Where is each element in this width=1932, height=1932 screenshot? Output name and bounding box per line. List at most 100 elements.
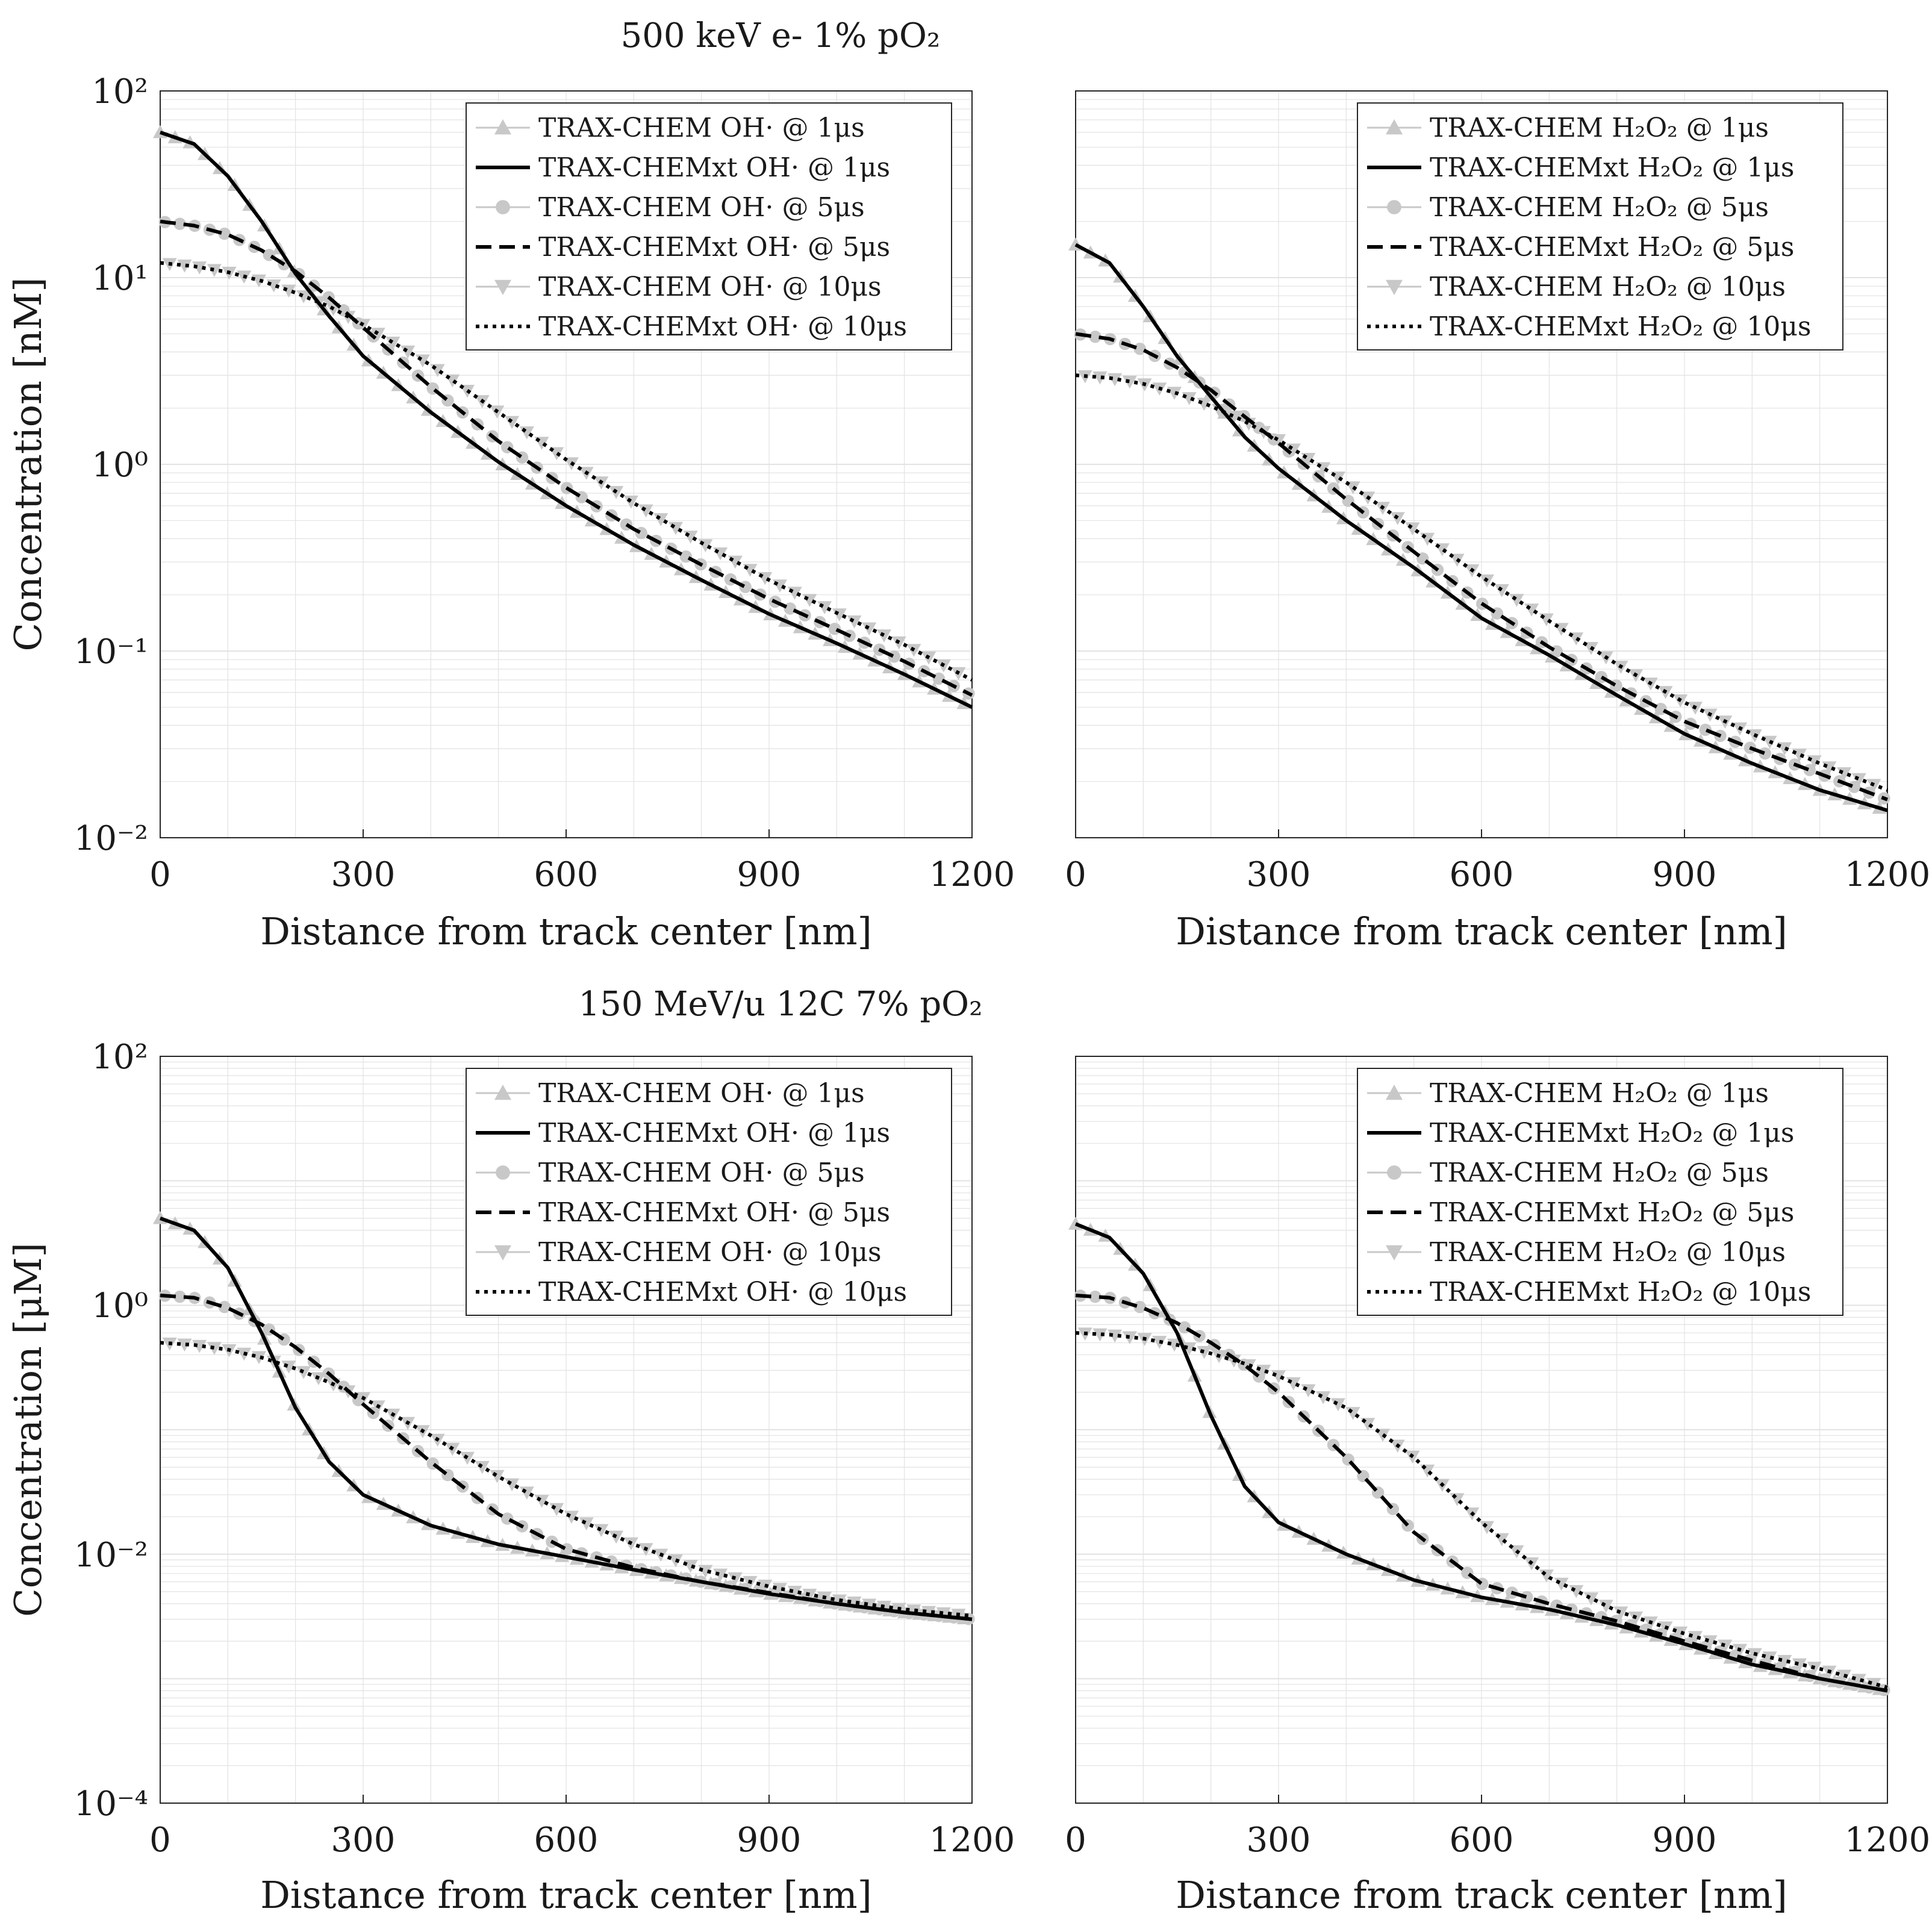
legend-label: TRAX-CHEMxt OH· @ 5μs	[538, 232, 890, 263]
series-group	[1068, 1217, 1890, 1697]
triangle-down-marker	[505, 416, 520, 429]
circle-marker	[932, 672, 946, 685]
x-tick-label: 0	[149, 855, 171, 894]
legend-label: TRAX-CHEMxt OH· @ 5μs	[538, 1197, 890, 1228]
triangle-down-marker	[177, 259, 192, 273]
y-tick-label: 10⁻¹	[74, 632, 148, 672]
circle-marker	[1803, 764, 1816, 776]
row-title-bottom: 150 MeV/u 12C 7% pO₂	[578, 985, 982, 1024]
x-tick-label: 1200	[929, 855, 1015, 894]
series-group	[153, 125, 975, 709]
triangle-down-marker	[921, 1606, 936, 1619]
x-axis-label: Distance from track center [nm]	[1176, 909, 1787, 953]
x-tick-label: 0	[1065, 1821, 1086, 1860]
circle-marker	[173, 1290, 186, 1303]
y-axis-label: Concentration [nM]	[6, 277, 50, 651]
legend-label: TRAX-CHEM OH· @ 5μs	[538, 1158, 865, 1188]
legend-label: TRAX-CHEMxt OH· @ 10μs	[538, 1277, 907, 1307]
legend-label: TRAX-CHEMxt OH· @ 1μs	[538, 1118, 890, 1148]
triangle-down-marker	[623, 495, 638, 509]
legend-label: TRAX-CHEMxt H₂O₂ @ 1μs	[1430, 152, 1794, 183]
series-line-solid	[1074, 1222, 1888, 1693]
circle-marker	[1089, 1290, 1102, 1303]
legend-box	[466, 102, 952, 351]
circle-marker	[496, 200, 510, 214]
x-tick-label: 1200	[1845, 855, 1931, 894]
triangle-down-marker	[177, 1338, 192, 1352]
circle-marker	[560, 1543, 573, 1556]
triangle-down-marker	[668, 522, 683, 535]
triangle-down-marker	[1092, 371, 1108, 385]
x-tick-label: 600	[534, 855, 599, 894]
triangle-down-marker	[1122, 375, 1137, 389]
x-tick-labels: 0 300 600 900 1200	[1065, 1795, 1930, 1860]
triangle-down-marker	[207, 1342, 222, 1355]
x-axis-label: Distance from track center [nm]	[260, 1873, 872, 1917]
series-line-dashed	[160, 1294, 973, 1621]
triangle-down-marker	[475, 1460, 490, 1474]
triangle-down-marker	[1673, 1626, 1688, 1640]
triangle-down-marker	[698, 539, 713, 552]
x-tick-label: 1200	[1845, 1821, 1931, 1860]
x-tick-label: 600	[1450, 1821, 1514, 1860]
triangle-down-marker	[296, 1366, 311, 1379]
x-tick-label: 1200	[929, 1821, 1015, 1860]
triangle-up-marker	[1386, 1085, 1403, 1100]
triangle-down-marker	[1851, 773, 1866, 787]
legend-label: TRAX-CHEMxt H₂O₂ @ 5μs	[1430, 232, 1794, 263]
triangle-down-marker	[519, 1486, 534, 1500]
y-tick-label: 10⁰	[92, 446, 148, 485]
circle-marker	[1521, 1591, 1533, 1604]
x-tick-label: 600	[1450, 855, 1514, 894]
triangle-up-marker	[494, 119, 511, 135]
circle-marker	[1759, 747, 1771, 760]
y-tick-label: 10¹	[92, 259, 148, 298]
series-line-dashed	[1075, 1294, 1888, 1693]
x-tick-label: 300	[331, 855, 396, 894]
legend-label: TRAX-CHEMxt OH· @ 10μs	[538, 311, 907, 342]
legend-label: TRAX-CHEM H₂O₂ @ 10μs	[1430, 1237, 1786, 1268]
legend-label: TRAX-CHEM OH· @ 5μs	[538, 192, 865, 223]
circle-marker	[501, 1512, 514, 1525]
triangle-down-marker	[1092, 1328, 1108, 1342]
triangle-down-marker	[787, 1586, 802, 1599]
legend: TRAX-CHEM H₂O₂ @ 1μs TRAX-CHEMxt H₂O₂ @ 1…	[1357, 1068, 1843, 1316]
triangle-down-marker	[370, 328, 385, 341]
series-group	[1068, 237, 1890, 814]
legend-label: TRAX-CHEMxt H₂O₂ @ 10μs	[1430, 1277, 1811, 1307]
y-tick-label: 10²	[92, 72, 148, 111]
triangle-down-marker	[1450, 1493, 1465, 1507]
triangle-down-marker	[1108, 1329, 1123, 1343]
circle-marker	[218, 227, 231, 240]
legend-label: TRAX-CHEM OH· @ 1μs	[538, 1078, 865, 1109]
triangle-down-marker	[1539, 1569, 1554, 1583]
triangle-down-marker	[609, 1530, 624, 1544]
triangle-down-marker	[1613, 1606, 1628, 1620]
triangle-down-marker	[683, 531, 698, 544]
x-tick-label: 900	[1653, 855, 1717, 894]
triangle-down-marker	[460, 1451, 475, 1465]
x-tick-label: 300	[1247, 855, 1311, 894]
circle-marker	[1089, 330, 1102, 343]
row-title-top: 500 keV e- 1% pO₂	[621, 16, 941, 55]
legend-box	[1357, 1068, 1843, 1316]
legend: TRAX-CHEM H₂O₂ @ 1μs TRAX-CHEMxt H₂O₂ @ 1…	[1357, 102, 1843, 351]
circle-marker	[496, 1165, 510, 1180]
series-line-dashed	[1075, 332, 1889, 802]
triangle-down-marker	[1197, 1345, 1212, 1359]
x-tick-labels: 0 300 600 900 1200	[1065, 829, 1930, 894]
x-tick-labels: 0 300 600 900 1200	[149, 1795, 1015, 1860]
triangle-down-marker	[1345, 1407, 1360, 1420]
legend-box	[466, 1068, 952, 1316]
triangle-down-marker	[1122, 1331, 1137, 1345]
circle-marker	[1133, 1301, 1146, 1313]
triangle-down-marker	[1777, 742, 1792, 756]
triangle-down-marker	[1494, 584, 1509, 597]
series-line-solid	[1074, 243, 1888, 812]
triangle-down-marker	[385, 337, 400, 350]
x-tick-label: 900	[737, 855, 802, 894]
y-axis-label: Concentration [μM]	[6, 1242, 50, 1616]
series-line-dotted	[1075, 1331, 1888, 1689]
circle-marker	[1387, 200, 1401, 214]
